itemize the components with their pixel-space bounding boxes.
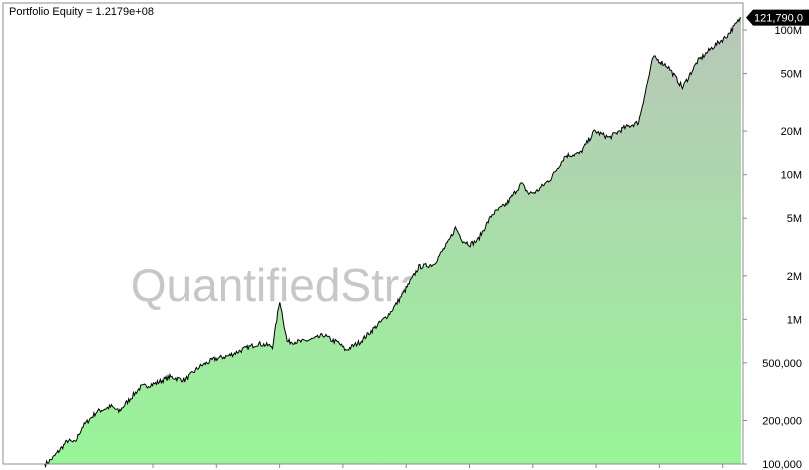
y-tick-label: 10M bbox=[781, 170, 802, 182]
last-value-badge: 121,790,0 bbox=[746, 9, 809, 26]
y-tick-label: 1M bbox=[787, 314, 802, 326]
plot-frame bbox=[2, 2, 744, 465]
y-tick-label: 200,000 bbox=[762, 416, 802, 428]
last-value-badge-text: 121,790,0 bbox=[754, 13, 803, 25]
equity-line bbox=[9, 17, 742, 469]
x-axis bbox=[152, 464, 724, 468]
y-tick-label: 2M bbox=[787, 271, 802, 283]
y-tick-label: 5M bbox=[787, 213, 802, 225]
y-tick-label: 500,000 bbox=[762, 358, 802, 370]
y-tick-label: 50M bbox=[781, 69, 802, 81]
last-value-badge-bg bbox=[746, 9, 809, 26]
y-tick-label: 20M bbox=[781, 126, 802, 138]
y-tick-label: 100M bbox=[774, 25, 802, 37]
y-tick-label: 100,000 bbox=[762, 459, 802, 470]
y-axis: 100M 50M 20M 10M 5M 2M 1M 500,000 200,000 100,000 bbox=[743, 25, 802, 470]
chart-title: Portfolio Equity = 1.2179e+08 bbox=[9, 6, 154, 18]
equity-area-fill bbox=[9, 17, 741, 467]
